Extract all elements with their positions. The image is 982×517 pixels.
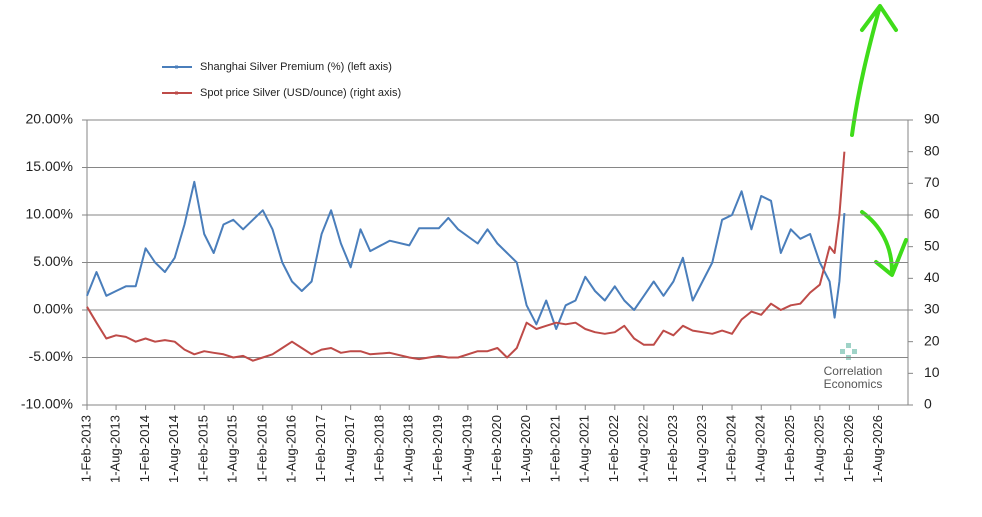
x-tick-label: 1-Aug-2020 — [518, 415, 533, 483]
annotation-arrows — [850, 4, 908, 277]
y2-tick-label: 10 — [924, 364, 940, 380]
x-tick-label: 1-Aug-2024 — [753, 415, 768, 483]
y2-tick-label: 40 — [924, 269, 940, 285]
x-tick-label: 1-Feb-2015 — [196, 415, 211, 482]
x-tick-label: 1-Aug-2016 — [283, 415, 298, 483]
y2-tick-label: 60 — [924, 206, 940, 222]
x-tick-label: 1-Feb-2014 — [137, 415, 152, 482]
x-tick-label: 1-Aug-2018 — [401, 415, 416, 483]
x-tick-label: 1-Aug-2019 — [459, 415, 474, 483]
x-tick-label: 1-Feb-2024 — [723, 415, 738, 482]
y-tick-label: 10.00% — [26, 206, 73, 222]
x-tick-label: 1-Feb-2016 — [254, 415, 269, 482]
arrow-down — [860, 210, 908, 277]
x-tick-label: 1-Feb-2026 — [841, 415, 856, 482]
x-tick-label: 1-Feb-2025 — [782, 415, 797, 482]
x-tick-label: 1-Feb-2018 — [372, 415, 387, 482]
y2-tick-label: 20 — [924, 332, 940, 348]
x-tick-label: 1-Feb-2013 — [78, 415, 93, 482]
logo-box — [814, 333, 894, 395]
y-tick-label: 20.00% — [26, 111, 73, 127]
x-tick-label: 1-Feb-2021 — [548, 415, 563, 482]
legend-marker — [175, 65, 178, 69]
y-tick-label: 0.00% — [33, 301, 73, 317]
x-tick-label: 1-Aug-2025 — [811, 415, 826, 483]
arrow-up — [850, 4, 898, 137]
y-tick-label: -5.00% — [29, 348, 73, 364]
y-tick-label: 5.00% — [33, 253, 73, 269]
x-tick-label: 1-Feb-2023 — [665, 415, 680, 482]
x-tick-label: 1-Aug-2015 — [225, 415, 240, 483]
y2-tick-label: 50 — [924, 237, 940, 253]
y2-tick-label: 30 — [924, 301, 940, 317]
legend-label: Spot price Silver (USD/ounce) (right axi… — [200, 87, 401, 99]
y2-tick-label: 0 — [924, 396, 932, 412]
x-tick-label: 1-Aug-2023 — [694, 415, 709, 483]
y-tick-label: -10.00% — [21, 396, 73, 412]
legend-marker — [175, 91, 178, 95]
series-line — [86, 151, 846, 362]
x-tick-label: 1-Aug-2017 — [342, 415, 357, 483]
series-line — [86, 180, 846, 330]
x-tick-label: 1-Aug-2021 — [577, 415, 592, 483]
x-tick-label: 1-Aug-2022 — [635, 415, 650, 483]
watermark: Correlation — [824, 364, 883, 378]
y2-tick-label: 90 — [924, 111, 940, 127]
y2-tick-label: 70 — [924, 174, 940, 190]
y2-tick-label: 80 — [924, 142, 940, 158]
x-tick-label: 1-Feb-2019 — [430, 415, 445, 482]
x-tick-label: 1-Aug-2014 — [166, 415, 181, 483]
x-tick-label: 1-Feb-2020 — [489, 415, 504, 482]
watermark: Economics — [824, 377, 883, 391]
x-tick-label: 1-Feb-2017 — [313, 415, 328, 482]
y-tick-label: 15.00% — [26, 158, 73, 174]
x-tick-label: 1-Aug-2026 — [870, 415, 885, 483]
x-tick-label: 1-Aug-2013 — [108, 415, 123, 483]
x-tick-label: 1-Feb-2022 — [606, 415, 621, 482]
legend-label: Shanghai Silver Premium (%) (left axis) — [200, 61, 392, 73]
